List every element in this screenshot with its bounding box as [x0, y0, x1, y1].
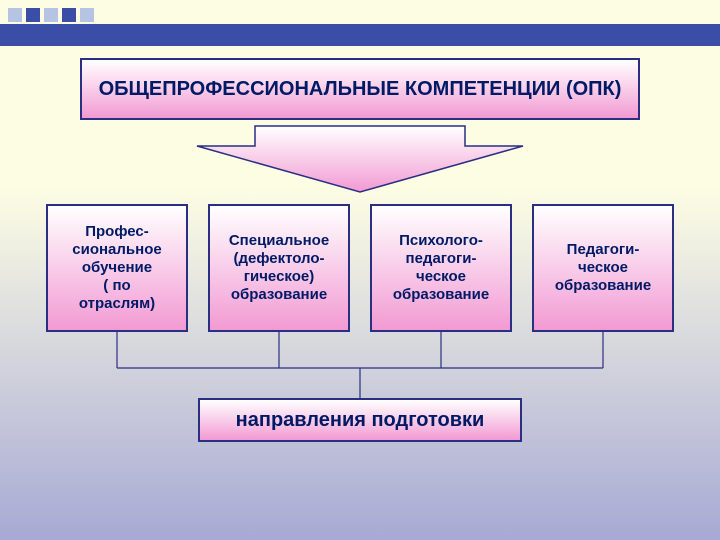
deco-square: [80, 8, 94, 22]
category-text: Педагоги- ческое образование: [555, 241, 651, 295]
category-box-0: Профес- сиональное обучение ( по отрасля…: [46, 204, 188, 332]
corner-decoration: [8, 8, 94, 22]
category-box-2: Психолого- педагоги- ческое образование: [370, 204, 512, 332]
down-arrow-icon: [195, 124, 525, 194]
category-text: Психолого- педагоги- ческое образование: [393, 232, 489, 304]
category-box-3: Педагоги- ческое образование: [532, 204, 674, 332]
deco-square: [44, 8, 58, 22]
category-row: Профес- сиональное обучение ( по отрасля…: [0, 204, 720, 332]
category-text: Профес- сиональное обучение ( по отрасля…: [72, 223, 161, 313]
deco-square: [8, 8, 22, 22]
title-text: ОБЩЕПРОФЕССИОНАЛЬНЫЕ КОМПЕТЕНЦИИ (ОПК): [99, 78, 622, 101]
deco-square: [62, 8, 76, 22]
top-accent-bar: [0, 24, 720, 46]
bottom-text: направления подготовки: [236, 409, 485, 432]
bottom-box: направления подготовки: [198, 398, 522, 442]
category-box-1: Специальное (дефектоло- гическое) образо…: [208, 204, 350, 332]
title-box: ОБЩЕПРОФЕССИОНАЛЬНЫЕ КОМПЕТЕНЦИИ (ОПК): [80, 58, 640, 120]
deco-square: [26, 8, 40, 22]
slide: ОБЩЕПРОФЕССИОНАЛЬНЫЕ КОМПЕТЕНЦИИ (ОПК) П…: [0, 0, 720, 540]
category-text: Специальное (дефектоло- гическое) образо…: [229, 232, 329, 304]
